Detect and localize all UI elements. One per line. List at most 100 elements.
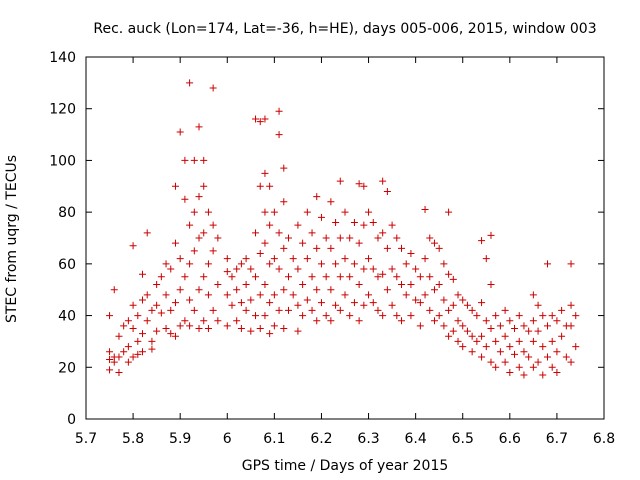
data-point (110, 286, 118, 294)
data-point (398, 281, 406, 289)
data-point (214, 317, 222, 325)
data-point (482, 255, 490, 263)
data-point (341, 291, 349, 299)
data-point (195, 193, 203, 201)
data-point (478, 332, 486, 340)
data-point (266, 182, 274, 190)
data-point (284, 306, 292, 314)
data-point (252, 229, 260, 237)
y-tick-label: 20 (58, 360, 76, 376)
data-point (181, 156, 189, 164)
data-point (543, 322, 551, 330)
data-point (313, 193, 321, 201)
data-point (266, 221, 274, 229)
data-point (299, 239, 307, 247)
data-point (299, 281, 307, 289)
data-point (167, 306, 175, 314)
data-point (482, 317, 490, 325)
data-point (195, 286, 203, 294)
data-point (515, 312, 523, 320)
data-point (313, 244, 321, 252)
data-point (548, 312, 556, 320)
data-point (256, 118, 264, 126)
data-point (435, 281, 443, 289)
x-tick-label: 6.7 (546, 431, 568, 447)
data-point (275, 306, 283, 314)
data-point (440, 322, 448, 330)
data-point (454, 317, 462, 325)
data-point (407, 312, 415, 320)
x-tick-label: 5.8 (122, 431, 144, 447)
data-point (393, 234, 401, 242)
data-point (379, 177, 387, 185)
data-point (200, 317, 208, 325)
data-point (275, 265, 283, 273)
data-point (421, 291, 429, 299)
data-point (487, 325, 495, 332)
data-point (515, 363, 523, 371)
data-point (360, 221, 368, 229)
data-point (539, 312, 547, 320)
data-point (529, 363, 537, 371)
data-point (407, 250, 415, 258)
data-point (369, 218, 377, 226)
data-point (459, 296, 467, 304)
data-point (124, 343, 132, 351)
x-axis-label: GPS time / Days of year 2015 (242, 458, 449, 474)
data-point (515, 337, 523, 345)
data-point (350, 299, 358, 307)
data-point (261, 281, 269, 289)
data-point (139, 348, 147, 356)
data-point (200, 273, 208, 281)
data-point (280, 198, 288, 206)
data-point (270, 291, 278, 299)
data-point (129, 353, 137, 361)
data-point (223, 322, 231, 330)
data-point (402, 291, 410, 299)
data-point (341, 255, 349, 263)
data-point (374, 306, 382, 314)
data-point (548, 363, 556, 371)
plot-frame (85, 56, 605, 420)
data-point (280, 325, 288, 332)
data-point (115, 353, 123, 361)
data-point (233, 286, 241, 294)
data-point (416, 322, 424, 330)
data-point (336, 177, 344, 185)
data-point (266, 330, 274, 338)
data-point (124, 358, 132, 366)
data-point (525, 353, 533, 361)
data-point (223, 291, 231, 299)
data-point (256, 182, 264, 190)
data-point (346, 312, 354, 320)
data-point (261, 169, 269, 177)
data-point (478, 237, 486, 245)
data-point (233, 265, 241, 273)
data-point (553, 317, 561, 325)
data-point (186, 296, 194, 304)
data-point (157, 273, 165, 281)
data-point (299, 312, 307, 320)
data-point (275, 131, 283, 139)
data-point (332, 260, 340, 268)
data-point (252, 312, 260, 320)
data-point (294, 221, 302, 229)
y-tick-label: 80 (58, 205, 76, 221)
data-point (190, 208, 198, 216)
data-point (393, 312, 401, 320)
data-point (322, 234, 330, 242)
data-point (139, 296, 147, 304)
data-point (106, 366, 114, 374)
data-point (468, 348, 476, 356)
data-point (247, 327, 255, 335)
data-point (529, 337, 537, 345)
data-point (492, 337, 500, 345)
data-point (256, 250, 264, 258)
data-point (162, 260, 170, 268)
data-points (106, 79, 580, 379)
data-point (332, 218, 340, 226)
data-point (153, 327, 161, 335)
data-point (496, 322, 504, 330)
data-point (369, 299, 377, 307)
data-point (270, 208, 278, 216)
